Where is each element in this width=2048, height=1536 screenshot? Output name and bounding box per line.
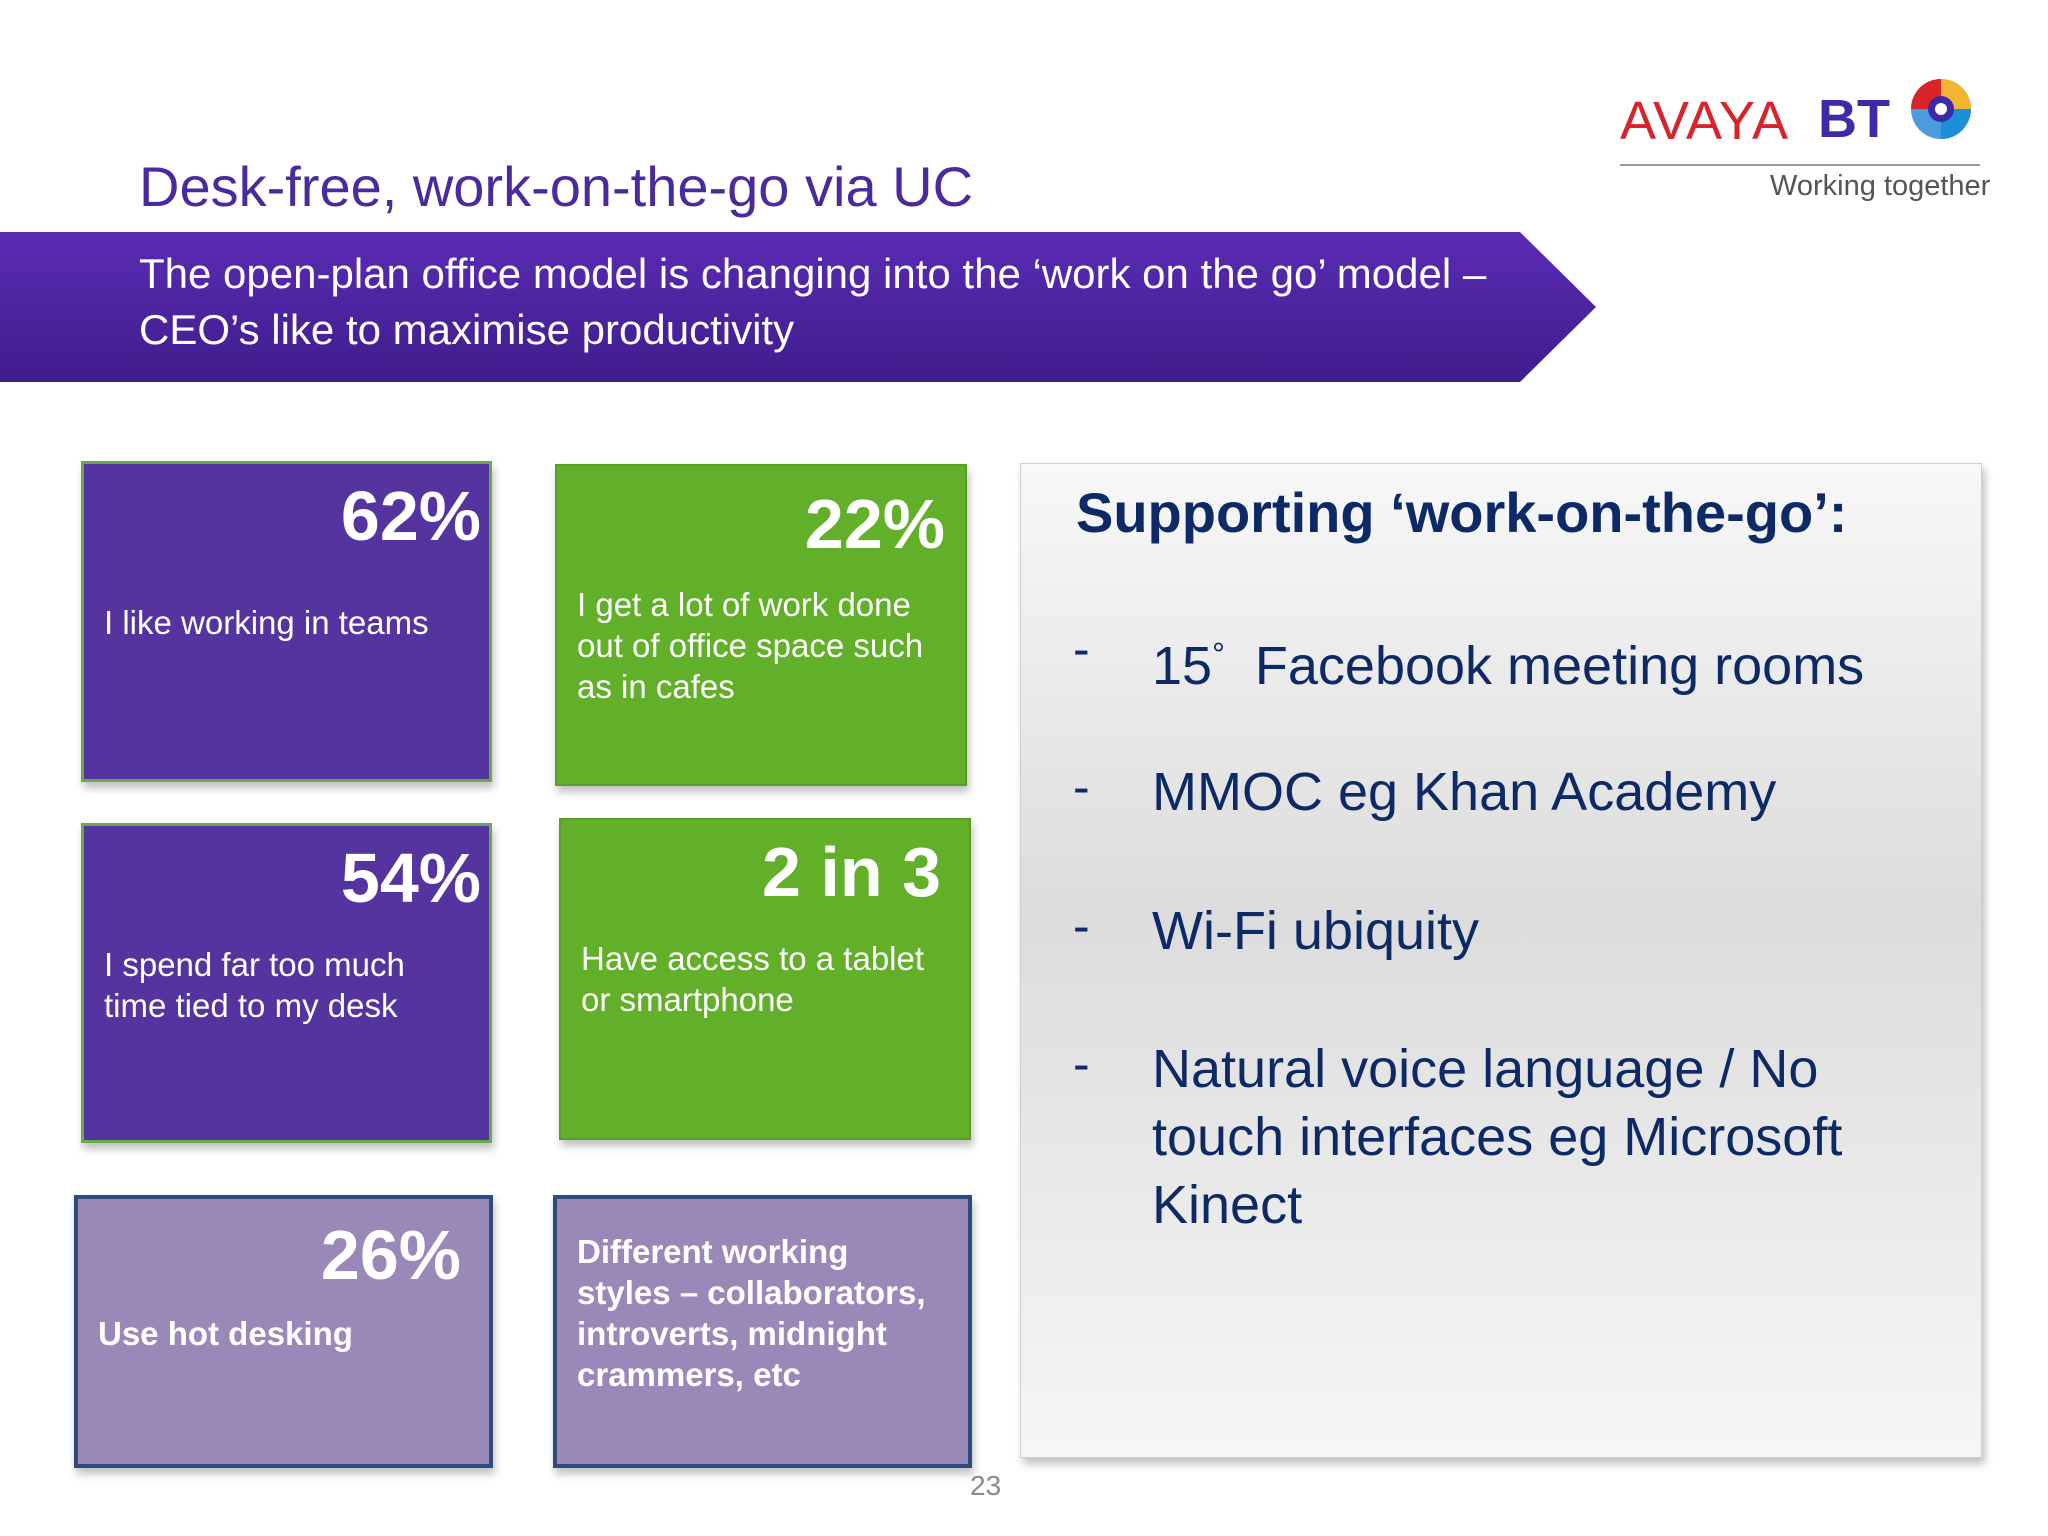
slide-title: Desk-free, work-on-the-go via UC xyxy=(139,155,974,218)
stat-label: Have access to a tablet or smartphone xyxy=(581,940,925,1018)
logo-divider xyxy=(1620,164,1980,166)
stat-box-hot-desking: 26% Use hot desking xyxy=(74,1195,493,1468)
panel-heading: Supporting ‘work-on-the-go’: xyxy=(1076,481,1848,544)
page-number: 23 xyxy=(970,1470,1002,1501)
stat-box-tablet: 2 in 3 Have access to a tablet or smartp… xyxy=(559,818,971,1140)
bullet-marker: - xyxy=(1073,759,1090,815)
logo-block: AVAYA BT Working together xyxy=(1600,60,2000,210)
stat-value: 54% xyxy=(340,839,481,917)
banner-arrow xyxy=(0,232,1596,382)
bullet-marker: - xyxy=(1073,1036,1090,1092)
stat-value: 26% xyxy=(320,1216,461,1294)
bullet-marker: - xyxy=(1073,898,1090,954)
bt-globe-icon xyxy=(1911,79,1971,139)
bullet-natural-voice: Natural voice language / No touch interf… xyxy=(1152,1039,1843,1235)
stat-label: I like working in teams xyxy=(104,604,429,641)
stat-label: Use hot desking xyxy=(98,1315,353,1352)
bullet-facebook-rooms: 15° Facebook meeting rooms xyxy=(1152,620,1942,700)
bullet-marker: - xyxy=(1073,621,1090,677)
stat-label: I spend far too much time tied to my des… xyxy=(104,946,405,1024)
bt-logo: BT xyxy=(1818,89,1890,149)
stat-box-working-styles: Different working styles – collaborators… xyxy=(553,1195,972,1468)
stat-box-teams: 62% I like working in teams xyxy=(81,461,492,782)
stat-label: Different working styles – collaborators… xyxy=(577,1233,926,1393)
stat-value: 2 in 3 xyxy=(762,833,941,911)
bullet-wifi: Wi-Fi ubiquity xyxy=(1152,901,1480,961)
support-panel xyxy=(1020,463,1982,1458)
logo-tagline: Working together xyxy=(1770,170,1991,202)
stat-label: I get a lot of work done out of office s… xyxy=(577,586,924,705)
avaya-logo: AVAYA xyxy=(1620,91,1790,151)
stat-value: 22% xyxy=(804,485,945,563)
stat-value: 62% xyxy=(340,477,481,555)
bullet-prefix: 15 xyxy=(1152,636,1213,696)
bullet-text: Facebook meeting rooms xyxy=(1254,636,1865,696)
stat-box-desk: 54% I spend far too much time tied to my… xyxy=(81,823,492,1143)
degree-symbol: ° xyxy=(1212,636,1225,672)
banner-text: The open-plan office model is changing i… xyxy=(139,250,1487,353)
stat-box-cafes: 22% I get a lot of work done out of offi… xyxy=(555,464,967,786)
bullet-mmoc: MMOC eg Khan Academy xyxy=(1152,762,1777,822)
